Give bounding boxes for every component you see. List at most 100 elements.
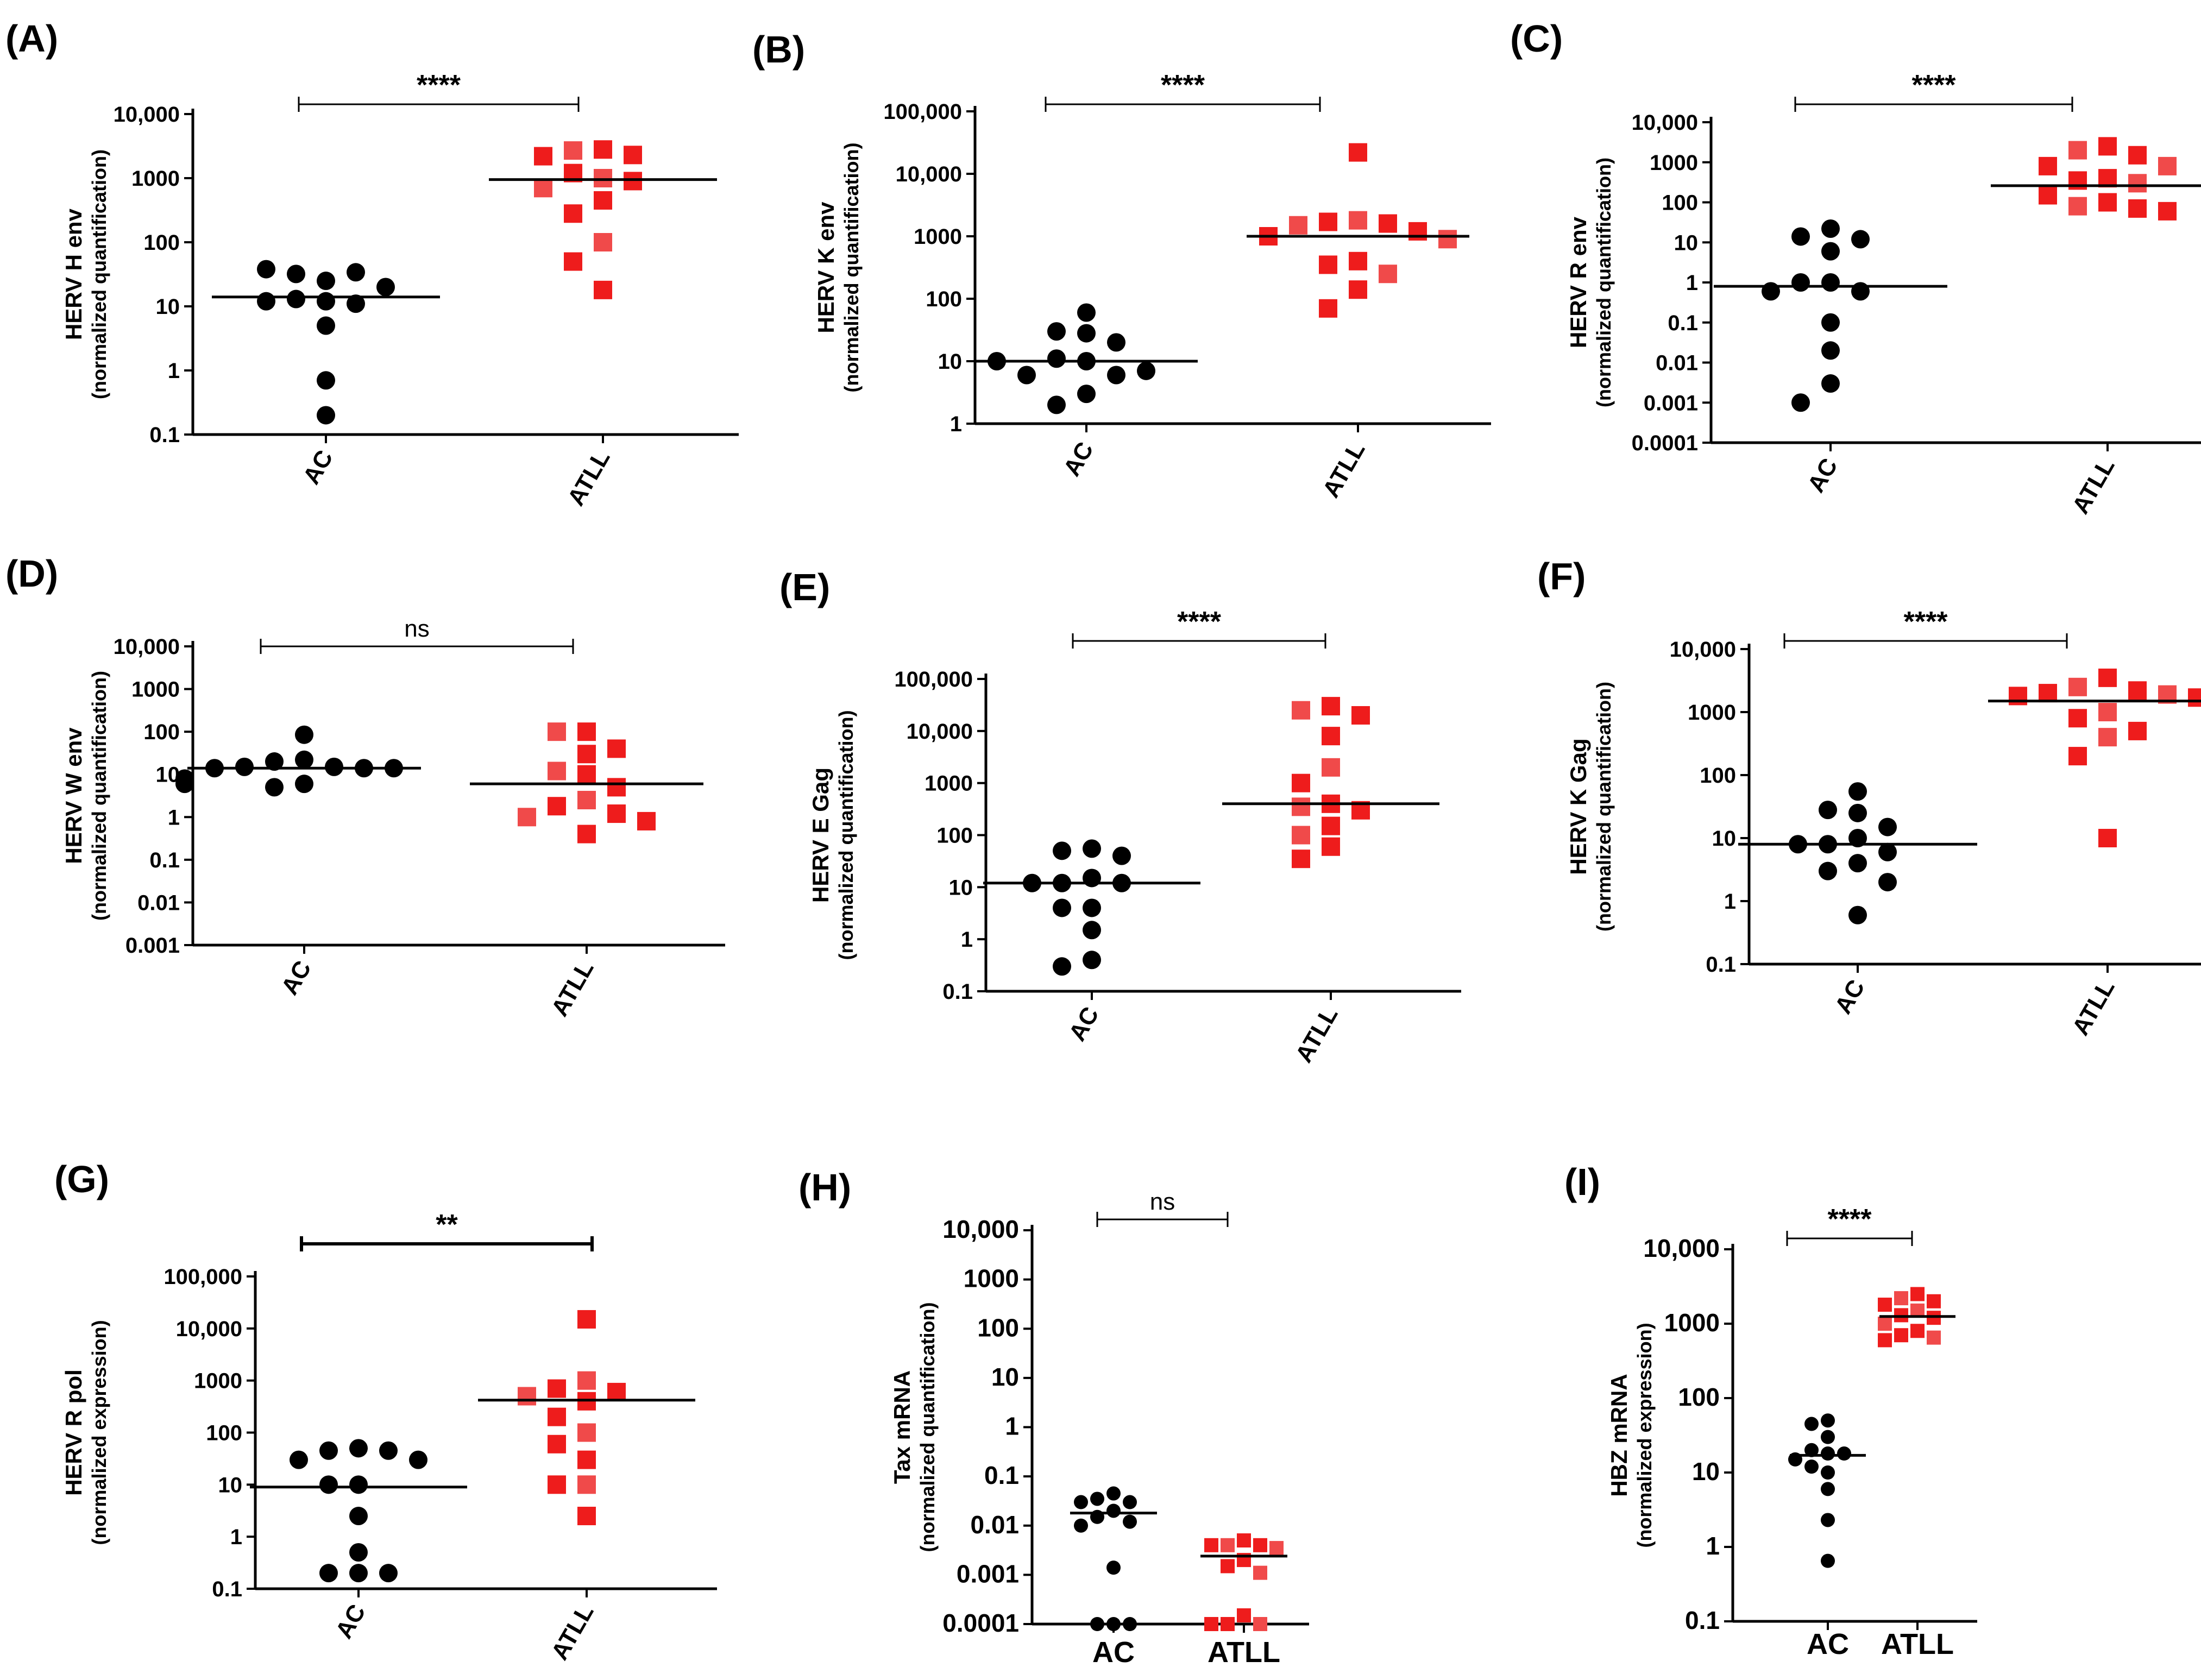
- y-tick-label: 0.1: [984, 1461, 1019, 1489]
- data-point-atll: [548, 722, 566, 741]
- y-tick-label: 100,000: [163, 1265, 242, 1289]
- data-point-ac: [317, 406, 335, 425]
- x-category-label: ATLL: [1881, 1628, 1954, 1660]
- series-atll: [1222, 697, 1439, 869]
- data-point-atll: [577, 765, 596, 784]
- data-point-ac: [1791, 393, 1810, 412]
- series-ac: [1788, 1413, 1866, 1568]
- data-point-ac: [379, 1441, 398, 1460]
- data-point-ac: [1821, 341, 1840, 360]
- data-point-ac: [295, 775, 313, 794]
- data-point-atll: [2128, 146, 2147, 165]
- y-tick-label: 10,000: [1643, 1234, 1720, 1262]
- data-point-atll: [607, 804, 626, 823]
- data-point-atll: [577, 1507, 596, 1526]
- data-point-atll: [2098, 703, 2117, 721]
- y-tick-label: 100: [206, 1421, 242, 1445]
- data-point-atll: [1253, 1538, 1267, 1552]
- data-point-atll: [1292, 773, 1310, 792]
- y-tick-label: 1000: [1650, 151, 1698, 175]
- series-atll: [470, 722, 703, 844]
- series-atll: [1247, 143, 1469, 318]
- data-point-ac: [349, 1507, 368, 1526]
- data-point-atll: [607, 1382, 626, 1401]
- data-point-ac: [1077, 385, 1096, 404]
- data-point-atll: [1253, 1617, 1267, 1631]
- data-point-ac: [317, 371, 335, 390]
- data-point-ac: [257, 260, 275, 279]
- panel-label: (C): [1510, 17, 1563, 60]
- x-category-label: AC: [298, 446, 338, 489]
- y-tick-label: 1000: [131, 167, 180, 191]
- y-axis-label: HERV H env: [61, 208, 86, 340]
- y-axis-label: HERV W env: [61, 727, 86, 864]
- data-point-atll: [2009, 687, 2027, 706]
- data-point-ac: [1848, 803, 1867, 822]
- data-point-ac: [1762, 282, 1780, 301]
- panel-label: (G): [54, 1158, 109, 1200]
- data-point-ac: [1851, 282, 1870, 301]
- data-point-atll: [1349, 251, 1367, 270]
- data-point-atll: [2128, 681, 2147, 700]
- series-ac: [1070, 1486, 1157, 1631]
- data-point-ac: [1123, 1617, 1137, 1631]
- data-point-ac: [1804, 1443, 1819, 1457]
- x-category-label: ATLL: [546, 957, 599, 1021]
- x-category-label: ATLL: [2067, 976, 2120, 1040]
- data-point-ac: [1090, 1617, 1104, 1631]
- y-tick-label: 100: [977, 1313, 1019, 1342]
- series-ac: [175, 725, 421, 797]
- y-tick-label: 100: [936, 824, 973, 848]
- panel-label: (B): [752, 28, 805, 71]
- data-point-ac: [317, 316, 335, 335]
- data-point-ac: [1821, 1482, 1835, 1496]
- data-point-ac: [265, 752, 284, 771]
- y-tick-label: 1: [1686, 271, 1698, 295]
- y-axis-sublabel: (normalized quantification): [1593, 682, 1615, 932]
- data-point-atll: [1910, 1287, 1925, 1301]
- data-point-ac: [1107, 333, 1125, 352]
- data-point-atll: [2068, 747, 2087, 766]
- panel-label: (I): [1564, 1161, 1600, 1203]
- y-axis-label: HERV R env: [1565, 216, 1591, 348]
- data-point-atll: [1349, 211, 1367, 230]
- data-point-atll: [2128, 721, 2147, 740]
- y-tick-label: 0.001: [957, 1559, 1019, 1588]
- panel-b: (B) HERV K env (normalized quantification)…: [752, 28, 1491, 502]
- data-point-ac: [1821, 273, 1840, 292]
- data-point-atll: [594, 169, 612, 187]
- data-point-atll: [2068, 709, 2087, 728]
- data-point-ac: [1053, 841, 1071, 860]
- data-point-ac: [1821, 1430, 1835, 1444]
- data-point-atll: [1322, 837, 1340, 856]
- panel-a: (A) HERV H env (normalized quantification)…: [5, 17, 739, 511]
- data-point-atll: [607, 778, 626, 797]
- y-axis-sublabel: (normalized quantification): [88, 671, 110, 921]
- data-point-ac: [1848, 829, 1867, 847]
- data-point-ac: [409, 1450, 427, 1469]
- series-ac: [212, 260, 440, 425]
- data-point-atll: [1408, 222, 1427, 241]
- data-point-atll: [607, 739, 626, 758]
- data-point-atll: [2098, 829, 2117, 847]
- data-point-atll: [637, 811, 656, 830]
- y-tick-label: 0.1: [149, 848, 180, 872]
- y-tick-label: 10: [156, 295, 180, 319]
- series-atll: [1988, 668, 2201, 847]
- data-point-ac: [379, 1564, 398, 1583]
- data-point-ac: [1791, 227, 1810, 246]
- series-atll: [1991, 137, 2201, 221]
- data-point-atll: [2188, 688, 2201, 707]
- data-point-atll: [624, 146, 642, 165]
- data-point-atll: [577, 791, 596, 810]
- data-point-atll: [1253, 1565, 1267, 1580]
- data-point-ac: [1848, 854, 1867, 873]
- data-point-ac: [1106, 1503, 1121, 1518]
- data-point-ac: [1047, 322, 1066, 341]
- x-category-label: AC: [330, 1600, 370, 1644]
- data-point-atll: [1322, 727, 1340, 746]
- data-point-atll: [548, 1379, 566, 1398]
- data-point-atll: [1292, 797, 1310, 816]
- significance-label: ns: [404, 615, 429, 642]
